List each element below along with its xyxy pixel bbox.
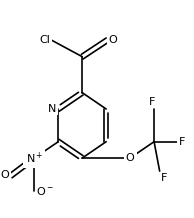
Text: N: N [48, 104, 57, 114]
Text: O: O [109, 35, 117, 45]
Text: O: O [126, 153, 134, 163]
Text: O$^-$: O$^-$ [36, 185, 54, 197]
Text: F: F [179, 137, 185, 147]
Text: F: F [161, 173, 168, 183]
Text: O: O [1, 170, 10, 181]
Text: Cl: Cl [39, 35, 50, 45]
Text: N$^+$: N$^+$ [26, 150, 43, 166]
Text: F: F [149, 97, 156, 107]
